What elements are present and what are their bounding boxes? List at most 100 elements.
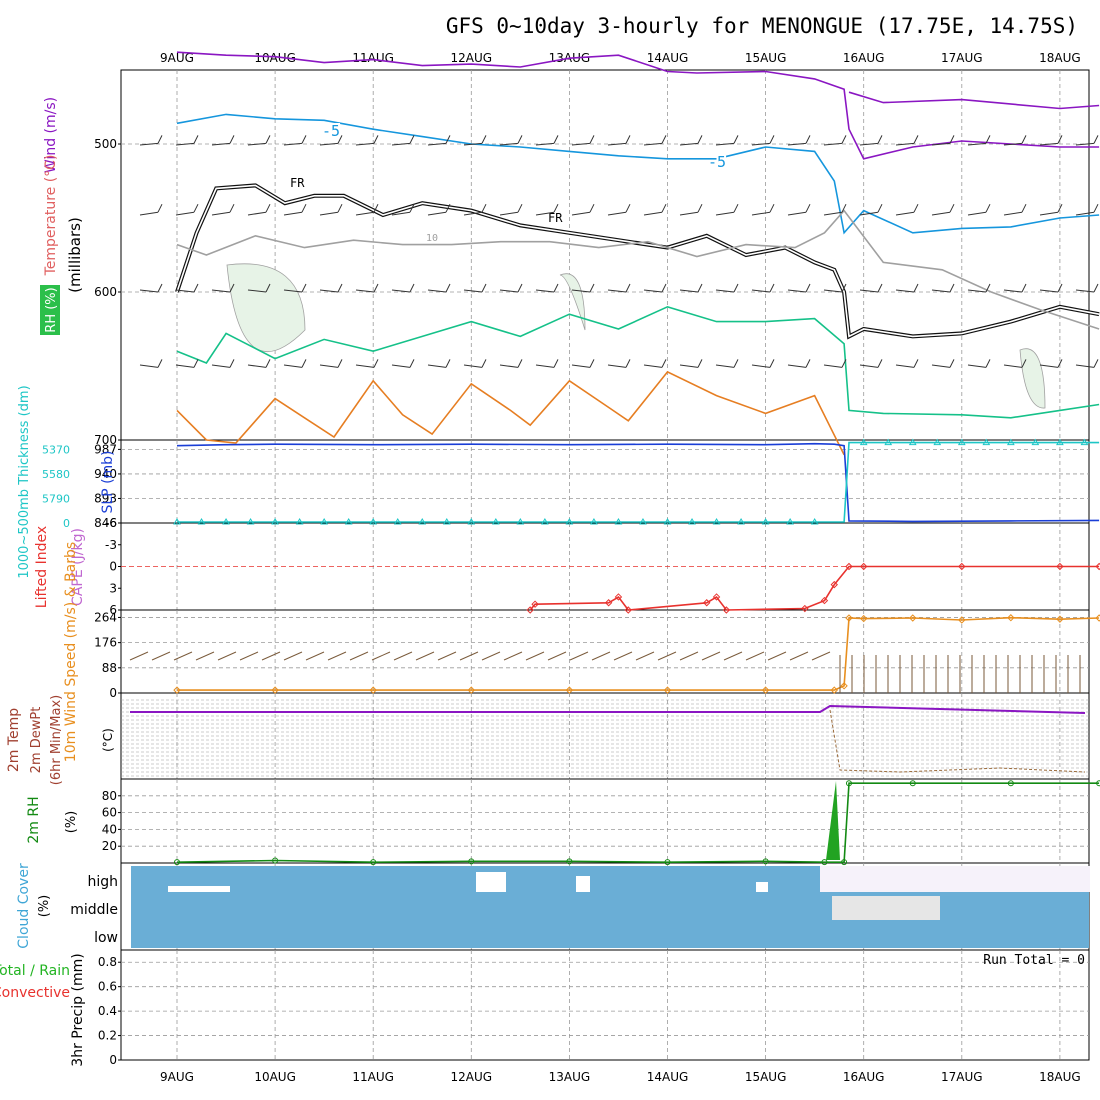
wind-barb <box>175 364 195 368</box>
wind-barb <box>733 359 739 368</box>
wind-barb <box>301 359 307 368</box>
cloud-gap <box>820 866 1090 892</box>
data-point <box>614 517 623 525</box>
wind-barb <box>931 289 951 293</box>
x-tick-label: 9AUG <box>160 1070 194 1084</box>
x-tick-label: 15AUG <box>745 1070 787 1084</box>
data-point <box>540 517 549 525</box>
y-tick-label: 60 <box>102 806 117 820</box>
wind-barb <box>229 283 235 293</box>
wind-barb <box>283 142 303 146</box>
wind-barb <box>1057 135 1063 144</box>
ylabel-rh2m: 2m RH <box>26 796 42 843</box>
x-tick-label: 11AUG <box>352 1070 394 1084</box>
thickness-tick-label: 5580 <box>42 468 70 481</box>
wind-barb <box>931 364 951 368</box>
cloud-level-label: middle <box>70 902 118 918</box>
wind-barb <box>1003 289 1023 293</box>
wind-barb <box>841 283 847 293</box>
wind-barb <box>463 289 483 293</box>
wind-barb <box>535 211 555 216</box>
data-point <box>295 517 304 525</box>
ylabel-minmax: (6hr Min/Max) <box>49 695 64 785</box>
x-tick-label: 18AUG <box>1039 51 1081 65</box>
wind-barb <box>261 651 281 661</box>
wind-barb <box>445 203 451 213</box>
cloud-level-label: low <box>94 930 118 946</box>
wind-barb <box>409 135 415 144</box>
wind-barb <box>589 283 595 293</box>
contour-label: -5 <box>322 122 340 140</box>
wind-barb <box>265 283 271 293</box>
data-point <box>845 614 853 622</box>
y-tick-label: 846 <box>94 516 117 530</box>
y-tick-label: -3 <box>105 538 117 552</box>
data-point <box>761 686 770 694</box>
wind-barb <box>283 289 303 293</box>
wind-barb <box>193 203 199 213</box>
y-tick-label: 0 <box>109 1053 117 1067</box>
data-point <box>933 438 942 446</box>
ylabel-unit: (%) <box>37 895 52 918</box>
cloud-gap <box>476 872 506 892</box>
panel-frame <box>120 778 1090 864</box>
y-tick-label: 0.6 <box>98 980 117 994</box>
wind-barb <box>895 142 915 146</box>
wind-barb <box>499 364 519 368</box>
chart-title: GFS 0~10day 3-hourly for MENONGUE (17.75… <box>446 14 1078 38</box>
data-point <box>468 858 475 865</box>
wind-barb <box>355 211 375 216</box>
x-tick-label: 17AUG <box>941 51 983 65</box>
wind-barb <box>643 289 663 293</box>
rh-shaded-area <box>559 273 586 331</box>
x-tick-label: 9AUG <box>160 51 194 65</box>
wind-barb <box>193 135 199 144</box>
wind-barb <box>553 283 559 293</box>
data-point <box>810 517 819 525</box>
y-tick-label: 0.8 <box>98 955 117 969</box>
wind-barb <box>547 651 567 661</box>
wind-barb <box>571 211 591 216</box>
wind-barb <box>157 203 163 213</box>
wind-barb <box>715 364 735 368</box>
wind-barb <box>553 135 559 144</box>
wind-barb <box>139 211 159 216</box>
wind-barb <box>985 135 991 144</box>
wind-barb <box>859 142 879 146</box>
data-point <box>516 517 525 525</box>
wind-barb <box>1021 283 1027 293</box>
run-total-annotation: Run Total = 0 <box>983 953 1085 968</box>
wind-barb <box>535 142 555 146</box>
data-point <box>467 686 476 694</box>
wind-barb <box>1093 359 1099 368</box>
wind-barb <box>283 211 303 216</box>
wind-barb <box>427 142 447 146</box>
contour-label: 10 <box>426 233 438 244</box>
wind-barb <box>157 283 163 293</box>
data-point <box>909 614 917 622</box>
wind-barb <box>371 651 391 661</box>
x-tick-label: 16AUG <box>843 1070 885 1084</box>
ylabel-lifted: Lifted Index <box>34 526 50 608</box>
wind-barb <box>607 211 627 216</box>
data-point <box>369 517 378 525</box>
wind-barb <box>283 364 303 368</box>
wind-barb <box>301 283 307 293</box>
wind-barb <box>157 135 163 144</box>
wind-barb <box>211 289 231 293</box>
wind-barb <box>751 364 771 368</box>
ylabel-dewpt: 2m DewPt <box>29 707 44 774</box>
cloud-gap <box>576 876 590 892</box>
data-point <box>1095 614 1100 622</box>
y-tick-label: 0.2 <box>98 1029 117 1043</box>
data-point <box>762 858 769 865</box>
wind-barb <box>355 142 375 146</box>
wind-barb <box>767 651 787 661</box>
wind-barb <box>1039 289 1059 293</box>
wind-barb <box>393 651 413 661</box>
wind-barb <box>859 364 879 368</box>
wind-barb <box>173 651 193 661</box>
wind-barb <box>789 651 809 661</box>
wind-barb <box>571 289 591 293</box>
wind-barb <box>697 359 703 368</box>
